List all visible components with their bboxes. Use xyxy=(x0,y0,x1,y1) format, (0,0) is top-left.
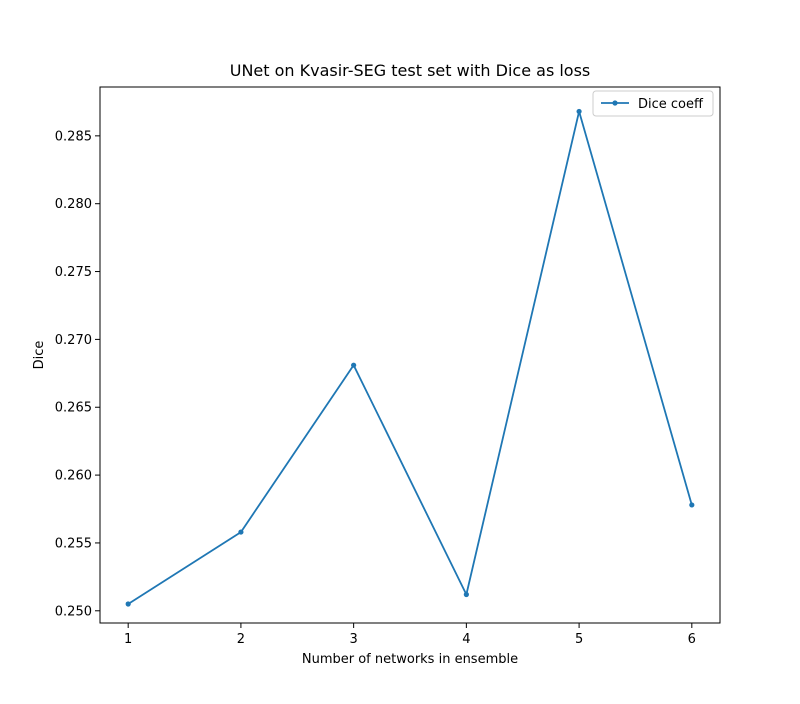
x-tick-label: 1 xyxy=(124,632,132,647)
data-point xyxy=(576,108,582,115)
plot-area: 1 2 3 4 5 6 0.250 0.255 0.260 0.265 0.270 0.275 0.28… xyxy=(55,86,721,647)
y-tick-label: 0.285 xyxy=(55,129,92,144)
x-tick-label: 4 xyxy=(462,632,470,647)
y-tick-label: 0.255 xyxy=(55,536,92,551)
y-tick-label: 0.265 xyxy=(55,401,92,416)
x-axis-label: Number of networks in ensemble xyxy=(302,652,518,667)
axes-frame xyxy=(99,86,721,624)
data-point xyxy=(689,502,695,508)
y-tick-label: 0.270 xyxy=(55,333,92,348)
y-tick-label: 0.260 xyxy=(55,469,92,484)
x-tick-label: 6 xyxy=(688,632,696,647)
y-tick-label: 0.280 xyxy=(55,197,92,212)
data-point xyxy=(351,362,357,368)
x-tick-label: 5 xyxy=(575,632,583,647)
series-line-0 xyxy=(127,110,693,605)
data-point xyxy=(238,529,244,535)
x-tick-label: 3 xyxy=(349,632,357,647)
chart-title: UNet on Kvasir-SEG test set with Dice as… xyxy=(230,61,591,80)
data-point xyxy=(463,591,469,598)
data-point xyxy=(125,601,131,607)
legend-box xyxy=(592,90,714,117)
y-axis-label: Dice xyxy=(32,341,47,370)
x-tick-label: 2 xyxy=(237,632,245,647)
y-tick-label: 0.275 xyxy=(55,265,92,280)
legend-entry-label: Dice coeff xyxy=(638,97,704,112)
legend: Dice coeff xyxy=(592,90,714,117)
legend-marker-swatch xyxy=(612,100,618,106)
y-tick-label: 0.250 xyxy=(55,604,92,619)
